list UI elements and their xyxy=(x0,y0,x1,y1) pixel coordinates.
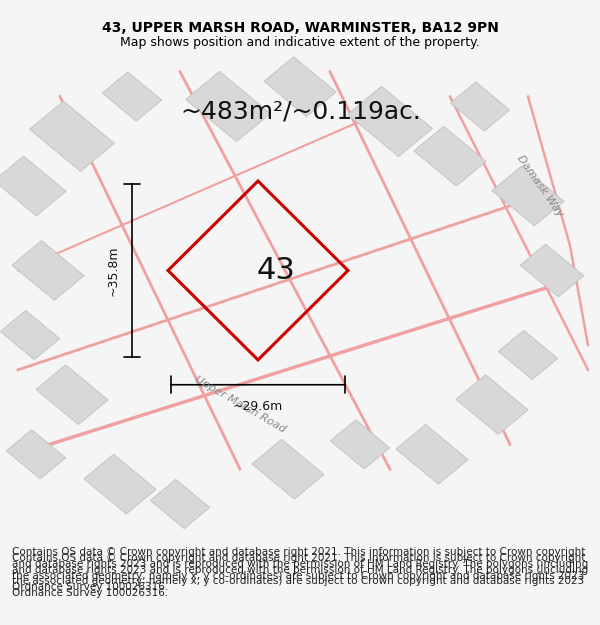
Polygon shape xyxy=(347,86,433,156)
Text: Contains OS data © Crown copyright and database right 2021. This information is : Contains OS data © Crown copyright and d… xyxy=(12,548,588,592)
Polygon shape xyxy=(0,156,66,216)
Polygon shape xyxy=(252,439,324,499)
Text: Damask Way: Damask Way xyxy=(515,153,565,219)
Polygon shape xyxy=(520,244,584,297)
Polygon shape xyxy=(492,166,564,226)
Polygon shape xyxy=(331,420,389,469)
Polygon shape xyxy=(7,430,65,479)
Text: ~483m²/~0.119ac.: ~483m²/~0.119ac. xyxy=(180,99,421,124)
Polygon shape xyxy=(12,241,84,301)
Text: ~29.6m: ~29.6m xyxy=(233,399,283,412)
Polygon shape xyxy=(456,375,528,434)
Polygon shape xyxy=(84,454,156,514)
Polygon shape xyxy=(451,82,509,131)
Text: Map shows position and indicative extent of the property.: Map shows position and indicative extent… xyxy=(120,36,480,49)
Polygon shape xyxy=(185,71,271,142)
Text: Upper Marsh Road: Upper Marsh Road xyxy=(193,374,287,435)
Text: ~35.8m: ~35.8m xyxy=(107,245,120,296)
Polygon shape xyxy=(396,424,468,484)
Polygon shape xyxy=(29,101,115,171)
Polygon shape xyxy=(1,311,59,359)
Text: 43, UPPER MARSH ROAD, WARMINSTER, BA12 9PN: 43, UPPER MARSH ROAD, WARMINSTER, BA12 9… xyxy=(101,21,499,35)
Polygon shape xyxy=(36,365,108,424)
Polygon shape xyxy=(264,57,336,116)
Polygon shape xyxy=(499,331,557,379)
Text: 43: 43 xyxy=(257,256,295,285)
Text: Contains OS data © Crown copyright and database right 2021. This information is : Contains OS data © Crown copyright and d… xyxy=(12,553,588,598)
Polygon shape xyxy=(414,126,486,186)
Polygon shape xyxy=(151,479,209,529)
Polygon shape xyxy=(103,72,161,121)
